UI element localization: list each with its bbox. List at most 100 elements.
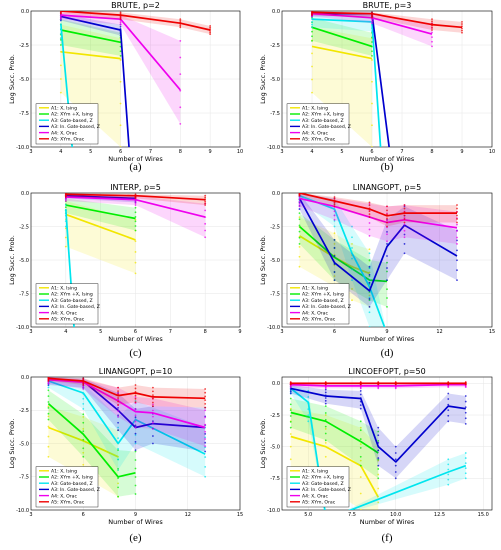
sample-point: [134, 220, 137, 223]
sample-point: [204, 402, 207, 405]
panel-label: (e): [129, 532, 142, 544]
legend-entry: A5: XYm, Orac: [302, 500, 336, 506]
sample-point: [117, 469, 119, 471]
sample-point: [324, 388, 327, 391]
sample-point: [324, 432, 327, 435]
series-band-A3b: [48, 377, 206, 452]
sample-point: [368, 202, 371, 205]
sample-point: [456, 230, 458, 232]
sample-point: [368, 248, 371, 251]
y-tick-label: -7.5: [270, 476, 280, 482]
series-layer: [59, 11, 212, 147]
sample-point: [431, 29, 433, 31]
x-tick-label: 10: [489, 149, 495, 155]
sample-point: [359, 492, 362, 495]
sample-point: [119, 124, 122, 127]
sample-point: [152, 405, 154, 408]
sample-point: [47, 381, 50, 384]
sample-point: [152, 442, 154, 445]
sample-point: [359, 455, 362, 458]
sample-point: [117, 410, 119, 412]
sample-point: [456, 239, 458, 242]
sample-point: [456, 204, 458, 206]
sample-point: [386, 230, 388, 233]
series-band-A5: [60, 11, 211, 35]
sample-point: [289, 426, 292, 429]
sample-point: [134, 193, 137, 196]
series-band-A3a: [290, 384, 466, 510]
x-tick-label: 5.0: [304, 512, 312, 518]
sample-point: [386, 297, 388, 299]
sample-point: [371, 11, 373, 14]
sample-point: [403, 229, 406, 232]
sample-point: [152, 394, 154, 396]
legend-entry: A3: In. Gate-based, Z: [302, 124, 351, 130]
sample-point: [461, 29, 463, 32]
x-tick-label: 4: [59, 149, 62, 155]
series-line-A5: [60, 11, 211, 31]
sample-point: [456, 249, 458, 252]
sample-point: [179, 56, 182, 59]
sample-point: [359, 464, 362, 467]
sample-point: [464, 417, 467, 420]
sample-point: [179, 24, 182, 27]
y-tick-label: -5.0: [270, 77, 280, 83]
sample-point: [204, 436, 207, 439]
sample-point: [289, 403, 292, 406]
series-line-A2: [311, 26, 373, 48]
sample-point: [134, 218, 137, 221]
series-band-A4: [60, 12, 181, 124]
y-tick-label: -2.5: [19, 408, 29, 414]
series-line-A1: [65, 213, 136, 241]
sample-point: [47, 382, 50, 385]
sample-point: [371, 18, 373, 21]
sample-point: [447, 468, 450, 471]
series-line-A5: [311, 11, 463, 29]
sample-point: [179, 18, 182, 21]
sample-point: [117, 467, 119, 470]
x-tick-label: 15: [489, 329, 495, 335]
series-band-A3a: [312, 13, 381, 147]
sample-point: [359, 459, 362, 462]
y-tick-label: 0.0: [272, 9, 280, 15]
sample-point: [447, 463, 450, 466]
sample-point: [371, 20, 373, 23]
series-line-A4: [48, 378, 206, 429]
series-line-A3b: [60, 15, 130, 147]
sample-point: [386, 209, 388, 212]
series-line-A5: [48, 377, 206, 400]
legend-box: [35, 466, 99, 508]
sample-point: [377, 430, 380, 433]
sample-point: [324, 412, 327, 414]
y-axis-label: Log Succ. Prob.: [8, 235, 16, 285]
sample-point: [289, 458, 292, 461]
sample-point: [456, 279, 458, 281]
sample-point: [204, 209, 207, 212]
sample-point: [351, 243, 353, 245]
sample-point: [377, 477, 380, 480]
x-tick-label: 3: [280, 149, 283, 155]
sample-point: [82, 427, 85, 430]
sample-point: [461, 23, 463, 25]
sample-point: [403, 223, 406, 226]
sample-point: [386, 267, 388, 269]
sample-point: [117, 416, 119, 418]
sample-point: [368, 210, 371, 213]
x-tick-label: 8: [430, 149, 433, 155]
series-band-A5: [48, 377, 206, 408]
sample-point: [204, 450, 207, 453]
sample-point: [47, 445, 50, 448]
sample-point: [359, 443, 362, 446]
sample-point: [64, 198, 67, 201]
sample-point: [134, 251, 137, 253]
plot-frame: [281, 192, 493, 328]
sample-point: [134, 414, 137, 417]
sample-point: [209, 33, 212, 36]
sample-point: [289, 445, 292, 448]
legend-box: [286, 103, 350, 145]
chart-title: INTERP, p=5: [110, 183, 161, 192]
series-line-A5: [299, 193, 457, 217]
x-tick-label: 9: [209, 149, 212, 155]
